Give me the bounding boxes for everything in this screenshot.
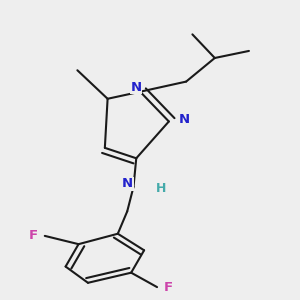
Text: H: H — [156, 182, 166, 195]
Text: F: F — [164, 280, 172, 294]
Text: F: F — [29, 230, 38, 242]
Text: N: N — [122, 177, 133, 190]
Text: N: N — [131, 81, 142, 94]
Text: N: N — [179, 113, 190, 126]
